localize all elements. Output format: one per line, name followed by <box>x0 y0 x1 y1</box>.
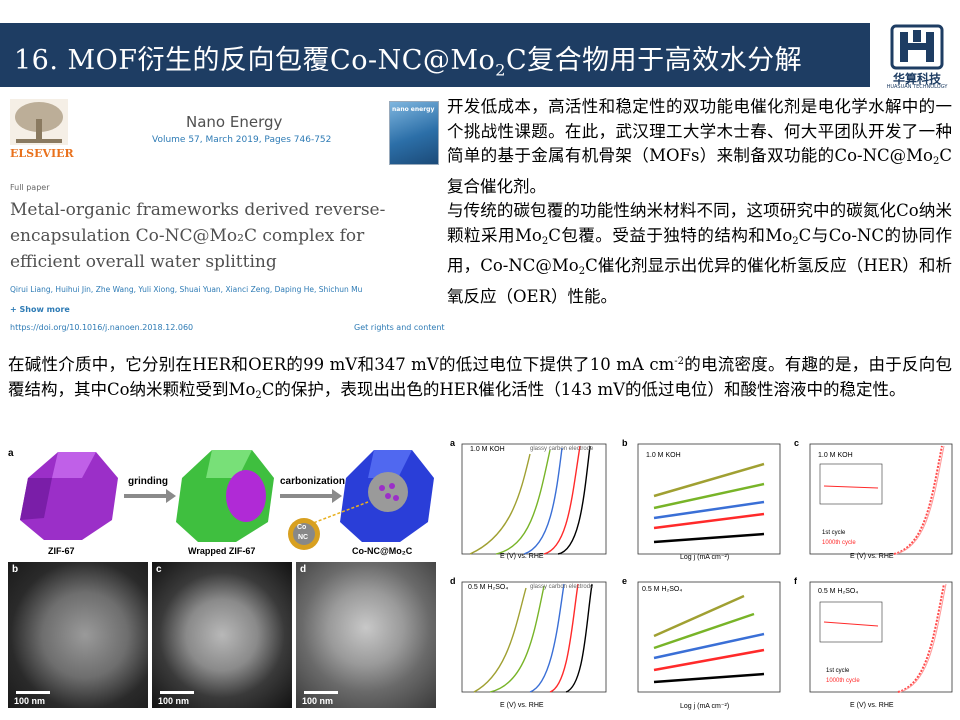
schematic-drawing <box>20 450 434 550</box>
journal-name[interactable]: Nano Energy <box>186 113 283 131</box>
chart-d-her-h2so4 <box>461 581 607 693</box>
label-co-nc-mo2c: Co-NC@Mo₂C <box>352 546 413 556</box>
curve-ptc <box>557 445 591 555</box>
chart-b-electrolyte: 1.0 M KOH <box>646 452 681 459</box>
curve-co-nc <box>469 453 531 555</box>
journal-cover: nano energy <box>389 101 439 165</box>
article-type: Full paper <box>10 183 50 192</box>
sem-image-c: c 100 nm <box>152 562 292 708</box>
figure-label-b: b <box>12 564 19 575</box>
scale-bar <box>16 691 50 694</box>
chart-c-xlabel: E (V) vs. RHE <box>850 553 894 560</box>
chart-a-her-koh <box>461 443 607 555</box>
huasuan-logo-icon <box>890 24 944 70</box>
chart-f-stability-h2so4 <box>809 581 953 693</box>
cycle-1 <box>895 445 945 555</box>
volume-info[interactable]: Volume 57, March 2019, Pages 746-752 <box>152 135 332 145</box>
performance-text: 在碱性介质中，它分别在HER和OER的99 mV和347 mV的低过电位下提供了… <box>8 355 953 401</box>
show-more-link[interactable]: + Show more <box>10 305 70 314</box>
sem-image-d: d 100 nm <box>296 562 436 708</box>
label-co: Co <box>297 524 307 531</box>
logo-text: 华算科技 <box>892 72 941 86</box>
chart-c-electrolyte: 1.0 M KOH <box>818 452 853 459</box>
chart-f-legend-1000: 1000th cycle <box>826 678 860 684</box>
rights-link[interactable]: Get rights and content <box>354 323 445 332</box>
figure-label-d: d <box>300 564 307 575</box>
step-carbonization: carbonization <box>280 476 346 487</box>
summary-paragraph-2: 与传统的碳包覆的功能性纳米材料不同，这项研究中的碳氮化Co纳米颗粒采用Mo2C包… <box>447 201 952 306</box>
publisher-name: ELSEVIER <box>10 147 74 160</box>
curve-co-nc-mo2c <box>543 445 581 555</box>
chart-d-xlabel: E (V) vs. RHE <box>500 702 544 709</box>
header: 16. MOF衍生的反向包覆Co-NC@Mo2C复合物用于高效水分解 华算科技 … <box>0 0 960 92</box>
chart-a-gce: glassy carbon electrode <box>530 446 594 452</box>
author-list[interactable]: Qirui Liang, Huihui Jin, Zhe Wang, Yuli … <box>10 285 363 294</box>
chart-b-tafel-koh <box>637 443 781 555</box>
chart-f-xlabel: E (V) vs. RHE <box>850 702 894 709</box>
figure-label-a: a <box>8 448 14 459</box>
paper-title: Metal-organic frameworks derived reverse… <box>10 200 386 272</box>
tafel-co-nc <box>653 462 765 498</box>
chart-c-legend-1000: 1000th cycle <box>822 540 856 546</box>
synthesis-schematic: a grinding carbonization ZIF-67 Wrapped … <box>8 438 436 560</box>
curve-mo2c <box>495 449 551 555</box>
label-nc: NC <box>298 534 309 541</box>
cover-title: nano energy <box>392 106 435 113</box>
chart-d-electrolyte: 0.5 M H₂SO₄ <box>468 584 509 591</box>
chart-f-electrolyte: 0.5 M H₂SO₄ <box>818 588 859 595</box>
tafel-ptc <box>653 532 765 544</box>
chart-label-f: f <box>794 576 797 586</box>
chart-label-b: b <box>622 438 628 448</box>
chart-e-tafel-h2so4 <box>637 581 781 693</box>
label-wrapped-zif67: Wrapped ZIF-67 <box>188 546 256 556</box>
step-grinding: grinding <box>128 476 168 487</box>
elsevier-tree-icon <box>10 99 68 145</box>
chart-d-gce: glassy carbon electrode <box>530 584 594 590</box>
chart-a-xlabel: E (V) vs. RHE <box>500 553 544 560</box>
chart-b-xlabel: Log j (mA cm⁻²) <box>680 554 730 561</box>
chart-f-legend-1: 1st cycle <box>826 668 850 674</box>
logo-subtext: HUASUAN TECHNOLOGY <box>886 84 948 90</box>
scale-text: 100 nm <box>14 696 46 706</box>
summary-paragraph-1: 开发低成本，高活性和稳定性的双功能电催化剂是电化学水解中的一个挑战性课题。在此，… <box>447 97 952 196</box>
chart-e-electrolyte: 0.5 M H₂SO₄ <box>642 586 683 593</box>
curve-nc-mo2c <box>523 447 563 555</box>
chart-label-a: a <box>450 438 456 448</box>
tafel-nc-mo2c <box>653 500 765 520</box>
chart-label-d: d <box>450 576 456 586</box>
page-title: 16. MOF衍生的反向包覆Co-NC@Mo2C复合物用于高效水分解 <box>14 45 803 80</box>
doi-link[interactable]: https://doi.org/10.1016/j.nanoen.2018.12… <box>10 323 194 332</box>
scale-text: 100 nm <box>302 696 334 706</box>
cycle-1000 <box>893 445 943 555</box>
tafel-co-nc-mo2c <box>653 512 765 530</box>
scale-bar <box>160 691 194 694</box>
chart-e-xlabel: Log j (mA cm⁻²) <box>680 703 730 710</box>
sem-image-b: b 100 nm <box>8 562 148 708</box>
title-bar: 16. MOF衍生的反向包覆Co-NC@Mo2C复合物用于高效水分解 <box>0 23 870 87</box>
chart-label-c: c <box>794 438 800 448</box>
paper-card: ELSEVIER Nano Energy Volume 57, March 20… <box>4 93 445 345</box>
scale-bar <box>304 691 338 694</box>
chart-a-electrolyte: 1.0 M KOH <box>470 446 505 453</box>
figure-label-c: c <box>156 564 162 575</box>
tafel-mo2c <box>653 482 765 510</box>
chart-label-e: e <box>622 576 628 586</box>
scale-text: 100 nm <box>158 696 190 706</box>
label-zif67: ZIF-67 <box>48 546 75 556</box>
company-logo: 华算科技 HUASUAN TECHNOLOGY <box>878 22 956 90</box>
chart-c-legend-1: 1st cycle <box>822 530 846 536</box>
chart-c-stability-koh <box>809 443 953 555</box>
summary-text: 开发低成本，高活性和稳定性的双功能电催化剂是电化学水解中的一个挑战性课题。在此，… <box>447 95 952 309</box>
